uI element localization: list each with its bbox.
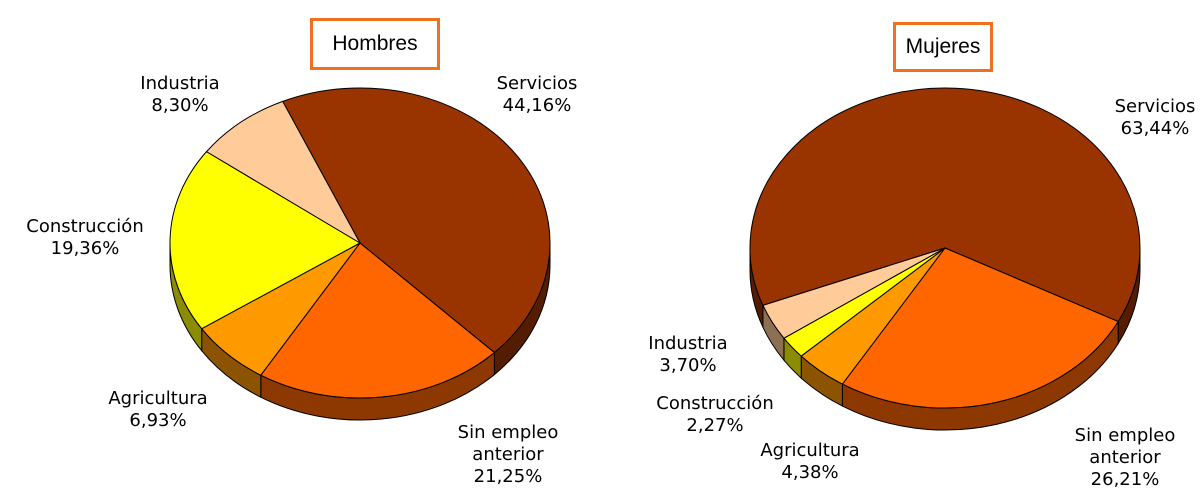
slice-label: Servicios 63,44% bbox=[1115, 96, 1196, 140]
slice-label: Construcción 19,36% bbox=[26, 216, 143, 260]
slice-value: 21,25% bbox=[473, 466, 543, 487]
slice-category: Construcción bbox=[656, 393, 774, 414]
slice-value: 44,16% bbox=[502, 95, 572, 116]
pie-slice bbox=[205, 100, 362, 245]
pie-slice bbox=[749, 87, 1141, 323]
slice-value: 2,27% bbox=[686, 415, 744, 436]
slice-category: Sin empleo anterior bbox=[1074, 425, 1176, 468]
slice-value: 3,70% bbox=[659, 355, 717, 376]
slice-value: 19,36% bbox=[50, 238, 120, 259]
slice-label: Agricultura 6,93% bbox=[108, 388, 207, 432]
pie-slice bbox=[841, 247, 1119, 409]
pie-slice bbox=[260, 242, 496, 399]
slice-value: 6,93% bbox=[129, 410, 187, 431]
pie-slice bbox=[762, 247, 946, 339]
slice-category: Industria bbox=[140, 73, 220, 94]
slice-category: Industria bbox=[648, 333, 728, 354]
slice-category: Servicios bbox=[496, 73, 578, 94]
slice-category: Construcción bbox=[26, 216, 144, 237]
slice-label: Agricultura 4,38% bbox=[760, 440, 859, 484]
slice-label: Sin empleo anterior 21,25% bbox=[443, 422, 573, 488]
slice-label: Sin empleo anterior 26,21% bbox=[1060, 425, 1190, 491]
slice-category: Servicios bbox=[1114, 96, 1196, 117]
slice-value: 26,21% bbox=[1090, 469, 1160, 490]
slice-category: Agricultura bbox=[760, 440, 860, 461]
slice-label: Industria 8,30% bbox=[140, 73, 219, 117]
slice-value: 63,44% bbox=[1120, 118, 1190, 139]
chart-title: Hombres bbox=[310, 18, 440, 70]
pie-slice bbox=[169, 150, 362, 330]
slice-label: Construcción 2,27% bbox=[656, 393, 773, 437]
slice-category: Agricultura bbox=[108, 388, 208, 409]
pie-slice bbox=[282, 87, 551, 354]
slice-label: Industria 3,70% bbox=[648, 333, 727, 377]
chart-title: Mujeres bbox=[893, 22, 993, 72]
slice-category: Sin empleo anterior bbox=[457, 422, 559, 465]
slice-value: 8,30% bbox=[151, 95, 209, 116]
slice-label: Servicios 44,16% bbox=[497, 73, 578, 117]
slice-value: 4,38% bbox=[781, 462, 839, 483]
